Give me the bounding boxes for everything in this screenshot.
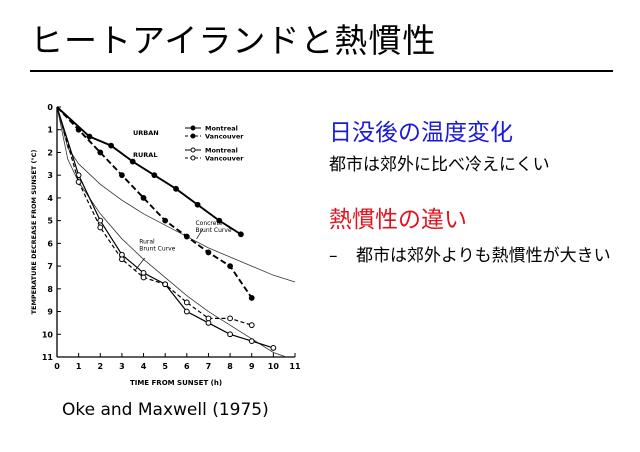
data-point	[151, 172, 158, 179]
cooling-chart: 0 1 2 3 4 5 6 7 8 9 10 11 0 1 2 3 4 5 6 7 8 9 10 11 TIME FROM SU…	[0, 92, 320, 392]
data-point	[248, 322, 255, 329]
y-tick-label: 1	[47, 126, 53, 135]
data-point	[248, 295, 255, 301]
data-point	[227, 331, 233, 338]
data-point	[97, 217, 104, 224]
data-point	[183, 308, 190, 315]
x-tick-label: 5	[162, 362, 168, 371]
x-tick-label: 7	[206, 362, 212, 371]
text-urban-cools-slowly: 都市は郊外に比べ冷えにくい	[329, 155, 550, 175]
chart-citation: Oke and Maxwell (1975)	[62, 400, 269, 420]
y-tick-label: 0	[47, 103, 53, 112]
data-point	[75, 179, 82, 185]
data-point	[205, 315, 212, 322]
data-point	[162, 281, 169, 288]
annotation-pointer	[196, 228, 204, 240]
legend-marker	[190, 147, 196, 153]
x-tick-label: 2	[97, 362, 103, 371]
reference-curve	[56, 106, 296, 283]
annotation-pointer	[134, 257, 145, 271]
legend-group-label: RURAL	[133, 151, 157, 159]
curve-annotation: Rural	[139, 238, 155, 245]
x-tick-label: 4	[141, 362, 147, 371]
data-point	[205, 249, 212, 256]
bullet-marker: –	[329, 246, 338, 266]
data-point	[97, 149, 104, 156]
data-point	[248, 338, 255, 344]
x-tick-label: 3	[119, 362, 125, 371]
curve-annotation: Concrete	[195, 220, 222, 227]
legend-entry-label: Vancouver	[205, 155, 244, 163]
x-tick-label: 9	[249, 362, 255, 371]
curve-annotation: Brunt Curve	[195, 227, 231, 234]
data-point	[227, 263, 233, 269]
data-point	[108, 142, 114, 149]
y-tick-label: 8	[47, 285, 53, 294]
data-point	[216, 217, 223, 224]
legend-marker	[190, 155, 196, 161]
slide-title: ヒートアイランドと熱慣性	[30, 21, 437, 60]
data-point	[140, 274, 147, 281]
legend-entry-label: Montreal	[205, 147, 238, 155]
series-line	[56, 106, 253, 299]
y-tick-label: 4	[47, 194, 53, 203]
legend-marker	[190, 133, 196, 139]
data-point	[129, 158, 136, 165]
x-tick-label: 1	[76, 362, 82, 371]
heading-thermal-inertia: 熱慣性の違い	[329, 207, 467, 233]
data-point	[162, 217, 169, 224]
data-point	[238, 231, 244, 238]
heading-temperature-change: 日没後の温度変化	[329, 120, 513, 146]
data-point	[183, 299, 190, 306]
bullet-text: 都市は郊外よりも熱慣性が大きい	[356, 246, 611, 266]
legend-entry-label: Vancouver	[205, 133, 244, 141]
x-tick-label: 6	[184, 362, 190, 371]
data-point	[119, 256, 125, 263]
x-tick-label: 11	[289, 362, 301, 371]
y-tick-label: 7	[47, 262, 53, 271]
data-point	[183, 233, 190, 240]
data-point	[270, 345, 277, 351]
y-tick-label: 6	[47, 239, 53, 248]
legend-marker	[190, 125, 196, 131]
x-axis-label: TIME FROM SUNSET (h)	[130, 379, 222, 387]
data-point	[173, 185, 179, 192]
y-axis-label: TEMPERATURE DECREASE FROM SUNSET (°C)	[30, 150, 38, 315]
data-point	[86, 133, 93, 140]
y-tick-label: 5	[47, 217, 53, 226]
y-tick-label: 11	[42, 353, 54, 362]
data-point	[97, 224, 104, 231]
data-point	[75, 126, 82, 133]
data-point	[119, 172, 125, 179]
x-tick-label: 0	[54, 362, 60, 371]
x-tick-label: 8	[227, 362, 233, 371]
y-tick-label: 10	[42, 330, 54, 339]
data-point	[194, 201, 201, 208]
y-tick-label: 9	[47, 308, 53, 317]
legend-group-label: URBAN	[133, 129, 159, 137]
legend-entry-label: Montreal	[205, 125, 238, 133]
data-point	[227, 315, 233, 322]
y-tick-label: 2	[47, 148, 53, 157]
curve-annotation: Brunt Curve	[139, 245, 175, 252]
y-tick-label: 3	[47, 171, 53, 180]
data-point	[140, 195, 147, 201]
title-underline	[30, 70, 613, 72]
series-line	[56, 106, 274, 349]
x-tick-label: 10	[268, 362, 280, 371]
